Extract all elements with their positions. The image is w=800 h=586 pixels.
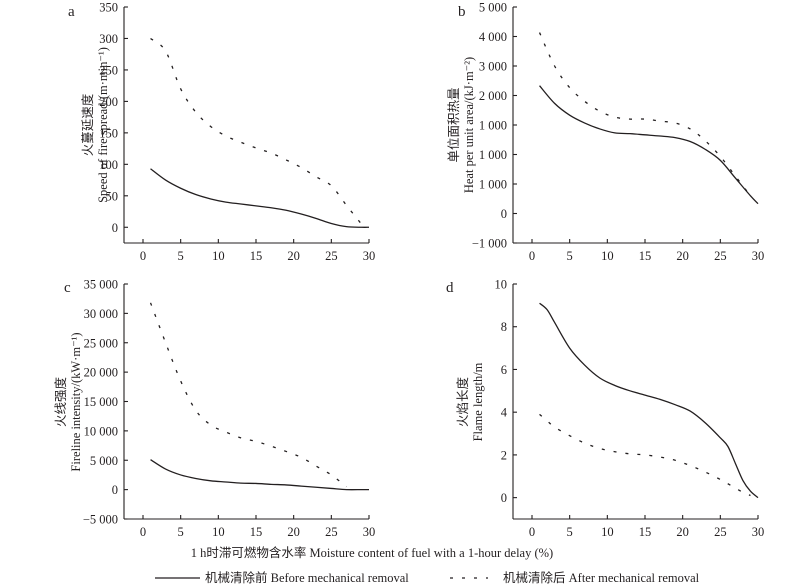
x-tick-label: 30	[752, 249, 765, 263]
y-tick-label: 250	[99, 63, 118, 77]
y-axis-title: 火蔓延速度 Speed of fire spread/(m·min⁻¹)	[80, 47, 110, 203]
x-tick-label: 5	[567, 249, 573, 263]
y-tick-label: 0	[112, 221, 118, 235]
series-line-after-removal	[538, 32, 751, 197]
y-tick-label: 5 000	[479, 1, 507, 15]
y-tick-label: 50	[106, 189, 119, 203]
x-tick-label: 15	[250, 249, 263, 263]
x-tick-label: 0	[529, 525, 535, 539]
y-tick-label: 6	[501, 363, 507, 377]
x-tick-label: 15	[250, 525, 263, 539]
panel-letter: a	[68, 4, 75, 20]
x-tick-label: 20	[676, 525, 689, 539]
y-tick-label: 0	[501, 207, 507, 221]
y-tick-label: 1 000	[479, 119, 507, 133]
x-tick-label: 10	[212, 249, 225, 263]
y-tick-label: 350	[99, 1, 118, 15]
y-axis-title: 火焰长度 Flame length/m	[455, 362, 485, 441]
y-axis-title-cn: 火蔓延速度	[80, 93, 95, 156]
x-tick-label: 0	[140, 249, 146, 263]
x-tick-label: 10	[601, 525, 614, 539]
y-tick-label: 10 000	[84, 424, 118, 438]
x-tick-label: 20	[676, 249, 689, 263]
y-tick-label: 15 000	[84, 395, 118, 409]
y-tick-label: −1 000	[472, 237, 507, 251]
y-axis-title-cn: 单位面积热量	[446, 87, 461, 162]
x-tick-label: 0	[529, 249, 535, 263]
x-tick-label: 10	[601, 249, 614, 263]
panel-c: c −5 000 0 5 000 10 000 15 000 20 000 25 000 30 …	[53, 278, 375, 540]
y-tick-label: 100	[99, 158, 118, 172]
panel-b: b −1 000 0 1 000 1 000 1 000 2 000 3 000 4 000 5 …	[446, 1, 764, 264]
y-axis-title-cn: 火线强度	[53, 377, 68, 428]
y-axis-title: 单位面积热量 Heat per unit area/(kJ·m⁻²)	[446, 57, 476, 193]
y-tick-label: 300	[99, 32, 118, 46]
y-tick-label: 200	[99, 95, 118, 109]
series-line-after-removal	[150, 37, 362, 225]
x-tick-label: 10	[212, 525, 225, 539]
x-tick-label: 25	[714, 249, 727, 263]
y-tick-label: 1 000	[479, 178, 507, 192]
x-tick-label: 30	[752, 525, 765, 539]
y-tick-label: 150	[99, 126, 118, 140]
y-axis-title-cn: 火焰长度	[455, 377, 470, 428]
y-tick-label: 5 000	[90, 454, 118, 468]
legend: 机械清除前 Before mechanical removal 机械清除后 Af…	[155, 570, 700, 585]
series-line-before-removal	[150, 459, 369, 491]
y-tick-label: 0	[501, 491, 507, 505]
x-tick-label: 15	[639, 525, 652, 539]
y-axis-title-en: Fireline intensity/(kW·m⁻¹)	[69, 332, 83, 471]
y-tick-label: 3 000	[479, 60, 507, 74]
legend-label-after: 机械清除后 After mechanical removal	[503, 570, 700, 585]
y-axis-title-en: Speed of fire spread/(m·min⁻¹)	[96, 47, 110, 203]
x-tick-label: 25	[325, 249, 338, 263]
series-line-before-removal	[539, 302, 759, 499]
y-tick-label: 0	[112, 483, 118, 497]
y-tick-label: 25 000	[84, 336, 118, 350]
y-tick-label: 8	[501, 320, 507, 334]
legend-label-before: 机械清除前 Before mechanical removal	[205, 570, 409, 585]
x-tick-label: 20	[287, 525, 300, 539]
y-tick-label: 20 000	[84, 366, 118, 380]
y-tick-label: 35 000	[84, 278, 118, 292]
y-axis-title-en: Flame length/m	[471, 362, 485, 441]
y-tick-label: 4	[501, 406, 508, 420]
panel-letter: b	[458, 4, 466, 20]
panel-letter: c	[64, 280, 71, 296]
series-line-after-removal	[539, 413, 751, 497]
x-tick-label: 5	[178, 249, 184, 263]
x-axis-title: 1 h时滞可燃物含水率 Moisture content of fuel wit…	[191, 545, 553, 560]
series-line-before-removal	[150, 168, 370, 228]
y-axis-title-en: Heat per unit area/(kJ·m⁻²)	[462, 57, 476, 193]
x-tick-label: 20	[287, 249, 300, 263]
y-tick-label: 4 000	[479, 30, 507, 44]
x-tick-label: 5	[567, 525, 573, 539]
series-line-after-removal	[149, 302, 347, 488]
y-axis-title: 火线强度 Fireline intensity/(kW·m⁻¹)	[53, 332, 83, 471]
x-tick-label: 25	[325, 525, 338, 539]
panel-d: d 0 2 4 6 8 10 0 5 10 15 20 25 30 火焰长度 Flame length/m	[446, 278, 764, 540]
x-tick-label: 25	[714, 525, 727, 539]
series-line-before-removal	[539, 85, 759, 205]
x-tick-label: 15	[639, 249, 652, 263]
y-tick-label: 1 000	[479, 148, 507, 162]
panel-a: a 0 50 100 150 200 250 300 350 0 5 10 15 20 25 30 火蔓延速度 S…	[68, 1, 375, 264]
y-tick-label: 2	[501, 448, 507, 462]
x-tick-label: 0	[140, 525, 146, 539]
x-tick-label: 30	[363, 525, 376, 539]
x-tick-label: 30	[363, 249, 376, 263]
y-tick-label: −5 000	[83, 513, 118, 527]
y-tick-label: 10	[495, 278, 508, 292]
y-tick-label: 30 000	[84, 307, 118, 321]
panel-letter: d	[446, 280, 454, 296]
x-tick-label: 5	[178, 525, 184, 539]
y-tick-label: 2 000	[479, 89, 507, 103]
